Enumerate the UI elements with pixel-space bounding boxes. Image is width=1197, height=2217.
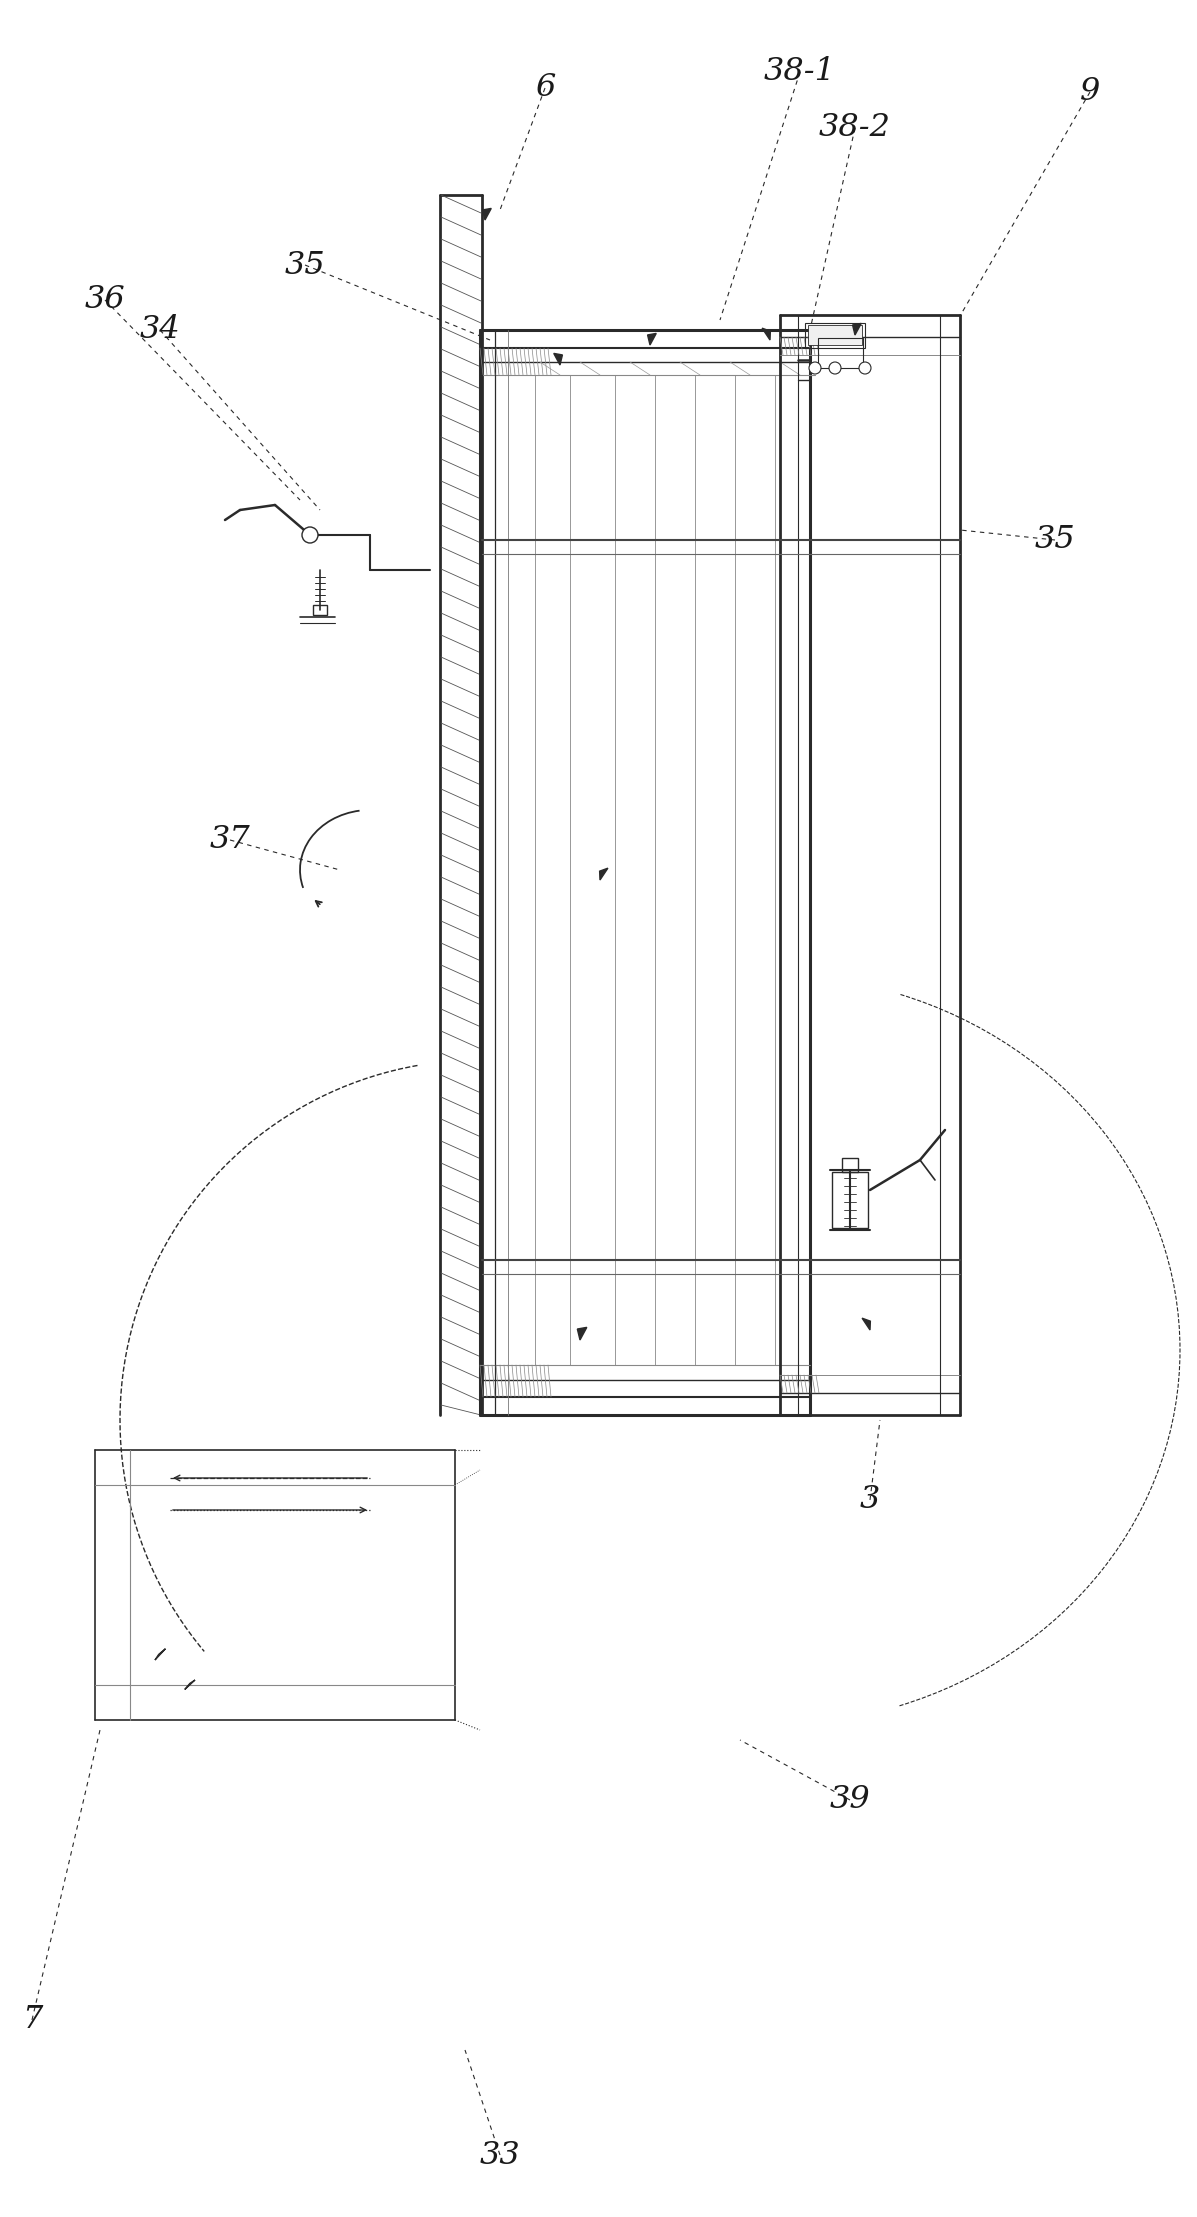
Circle shape: [830, 361, 841, 375]
Polygon shape: [762, 328, 771, 339]
Text: 9: 9: [1080, 78, 1100, 106]
Text: 37: 37: [209, 825, 250, 856]
Bar: [808, 326, 862, 346]
Polygon shape: [184, 1680, 195, 1689]
Circle shape: [859, 361, 871, 375]
Polygon shape: [600, 869, 608, 880]
Text: 38-2: 38-2: [819, 113, 891, 144]
Polygon shape: [648, 333, 656, 346]
Bar: [312, 605, 327, 614]
Polygon shape: [852, 324, 862, 335]
Text: 35: 35: [285, 251, 326, 282]
Bar: [832, 1173, 868, 1228]
Bar: [841, 1157, 858, 1173]
Circle shape: [302, 528, 318, 543]
Polygon shape: [577, 1328, 587, 1339]
Circle shape: [809, 361, 821, 375]
Text: 33: 33: [480, 2139, 521, 2170]
Text: 39: 39: [830, 1785, 870, 1816]
Polygon shape: [154, 1649, 165, 1661]
Text: 34: 34: [140, 315, 181, 346]
Polygon shape: [554, 353, 563, 366]
Polygon shape: [862, 1319, 870, 1330]
Text: 6: 6: [535, 73, 555, 104]
Bar: [806, 324, 865, 348]
Text: 3: 3: [859, 1485, 880, 1516]
Text: 7: 7: [22, 2004, 42, 2035]
Text: 36: 36: [85, 284, 126, 315]
Bar: [818, 337, 863, 368]
Polygon shape: [482, 208, 491, 219]
Text: 35: 35: [1034, 525, 1075, 556]
Text: 38-1: 38-1: [764, 55, 836, 86]
